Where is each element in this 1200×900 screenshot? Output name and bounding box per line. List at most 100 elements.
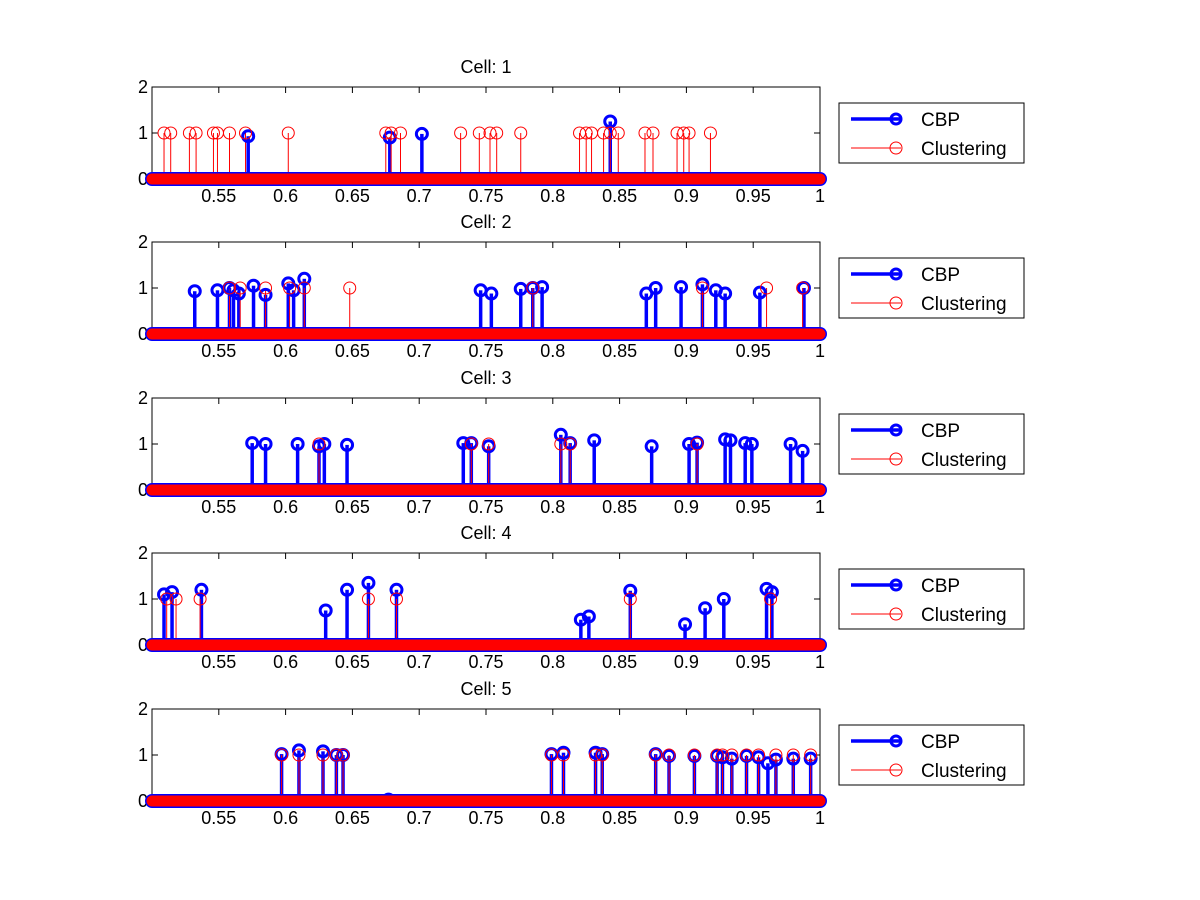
cbp-marker <box>716 592 731 606</box>
cbp-marker <box>389 582 404 597</box>
y-tick-label: 1 <box>138 434 148 454</box>
clustering-marker <box>483 126 497 140</box>
legend-cbp-marker <box>889 423 903 437</box>
cbp-marker <box>157 587 172 602</box>
y-tick-label: 0 <box>138 635 148 655</box>
x-tick-label: 0.85 <box>602 341 637 361</box>
clustering-marker <box>281 126 295 140</box>
y-tick-label: 1 <box>138 123 148 143</box>
clustering-marker <box>464 437 478 451</box>
clustering-marker <box>687 748 701 762</box>
x-tick-label: 0.65 <box>335 341 370 361</box>
y-tick-label: 0 <box>138 169 148 189</box>
clustering-marker <box>611 126 625 140</box>
cbp-marker <box>674 280 689 295</box>
x-tick-label: 0.8 <box>540 808 565 828</box>
cbp-marker <box>587 433 602 448</box>
legend: CBP Clustering <box>838 257 1025 319</box>
clustering-marker <box>769 748 783 762</box>
legend-cbp-label: CBP <box>921 265 960 286</box>
legend-cbp-marker <box>889 267 903 281</box>
x-tick-label: 0.95 <box>736 652 771 672</box>
cbp-marker <box>361 575 376 590</box>
subplot-title: Cell: 5 <box>460 679 511 699</box>
clustering-marker <box>393 126 407 140</box>
cbp-marker <box>456 436 471 451</box>
x-tick-label: 0.9 <box>674 341 699 361</box>
legend: CBP Clustering <box>838 413 1025 475</box>
legend: CBP Clustering <box>838 724 1025 786</box>
x-tick-label: 0.65 <box>335 497 370 517</box>
x-tick-label: 0.75 <box>468 808 503 828</box>
clustering-marker <box>329 748 343 762</box>
x-tick-label: 0.85 <box>602 808 637 828</box>
clustering-marker <box>554 437 568 451</box>
clustering-marker <box>222 281 236 295</box>
legend-box <box>838 568 1025 630</box>
cbp-marker <box>678 617 693 632</box>
cbp-marker <box>316 744 331 759</box>
x-tick-label: 0.55 <box>201 808 236 828</box>
clustering-marker <box>316 748 330 762</box>
clustering-marker <box>764 592 778 606</box>
x-tick-label: 0.65 <box>335 186 370 206</box>
clustering-marker <box>472 126 486 140</box>
clustering-marker <box>597 126 611 140</box>
axes-box <box>151 397 821 491</box>
clustering-marker <box>703 126 717 140</box>
x-tick-label: 0.65 <box>335 808 370 828</box>
y-tick-label: 2 <box>138 699 148 719</box>
y-tick-label: 1 <box>138 745 148 765</box>
clustering-marker <box>361 592 375 606</box>
legend-cbp-marker <box>889 578 903 592</box>
clustering-marker <box>193 592 207 606</box>
clustering-marker <box>160 592 174 606</box>
legend-cbp-label: CBP <box>921 576 960 597</box>
legend-cbp-marker <box>889 734 903 748</box>
subplot-title: Cell: 3 <box>460 368 511 388</box>
x-tick-label: 0.6 <box>273 808 298 828</box>
clustering-marker <box>623 592 637 606</box>
legend-clustering-marker <box>889 296 903 310</box>
legend-clustering-label: Clustering <box>921 761 1007 782</box>
x-tick-label: 0.7 <box>407 341 432 361</box>
cbp-marker <box>783 437 798 451</box>
clustering-marker <box>189 126 203 140</box>
legend: CBP Clustering <box>838 568 1025 630</box>
clustering-marker <box>796 281 810 295</box>
x-tick-label: 0.75 <box>468 341 503 361</box>
cbp-marker <box>724 751 739 766</box>
cbp-marker <box>718 286 733 301</box>
clustering-marker <box>157 126 171 140</box>
x-tick-label: 0.6 <box>273 497 298 517</box>
cbp-marker <box>718 432 733 447</box>
cbp-marker <box>291 743 306 758</box>
clustering-marker <box>589 748 603 762</box>
x-tick-label: 0.65 <box>335 652 370 672</box>
clustering-marker <box>603 126 617 140</box>
x-tick-label: 0.7 <box>407 652 432 672</box>
subplot-1: Cell: 1 0 1 2 0.55 0.6 0.65 0.7 0.75 0.8 0.85 0.9 0.… <box>138 57 1025 206</box>
clustering-marker <box>690 437 704 451</box>
clustering-marker <box>169 592 183 606</box>
clustering-marker <box>206 126 220 140</box>
clustering-marker <box>752 748 766 762</box>
clustering-marker <box>454 126 468 140</box>
cbp-marker <box>623 583 638 598</box>
y-tick-label: 0 <box>138 480 148 500</box>
legend: CBP Clustering <box>838 102 1025 164</box>
clustering-marker <box>725 748 739 762</box>
axes-box <box>151 708 821 802</box>
cbp-marker <box>803 751 818 766</box>
x-tick-label: 0.8 <box>540 186 565 206</box>
clustering-marker <box>384 126 398 140</box>
x-tick-label: 0.9 <box>674 497 699 517</box>
cbp-marker <box>340 582 355 597</box>
legend-cbp-label: CBP <box>921 421 960 442</box>
subplot-title: Cell: 4 <box>460 523 511 543</box>
clustering-marker <box>638 126 652 140</box>
clustering-marker <box>336 748 350 762</box>
x-tick-label: 0.8 <box>540 497 565 517</box>
cbp-marker <box>241 129 256 144</box>
cbp-marker <box>340 437 355 452</box>
